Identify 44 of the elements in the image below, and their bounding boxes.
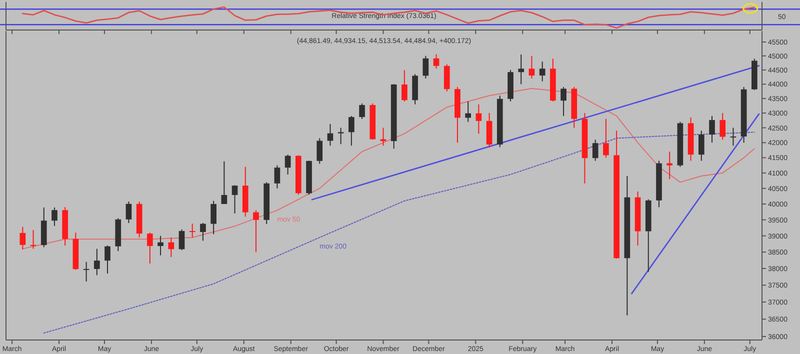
candlestick — [94, 248, 100, 276]
candlestick — [560, 86, 566, 116]
candlestick — [720, 112, 726, 140]
candlestick — [200, 222, 206, 242]
candlestick — [104, 245, 110, 274]
candlestick — [539, 61, 546, 82]
candlestick — [210, 200, 216, 235]
candlestick — [30, 230, 36, 250]
candlestick — [284, 154, 291, 175]
candlestick — [518, 54, 524, 85]
candlestick — [316, 138, 323, 164]
candlestick — [402, 70, 408, 102]
candlestick — [52, 206, 58, 226]
candlestick — [168, 236, 174, 258]
candlestick — [147, 232, 153, 264]
line-series — [22, 88, 755, 250]
candlestick — [603, 118, 609, 158]
candlestick — [709, 116, 715, 144]
candlestick — [465, 100, 471, 122]
candlestick — [486, 112, 492, 148]
candlestick — [730, 127, 736, 146]
line-series — [43, 132, 755, 334]
candlestick — [338, 127, 344, 145]
candlestick — [221, 160, 228, 205]
candlestick — [20, 226, 26, 250]
candlestick — [274, 164, 280, 189]
candlestick — [126, 201, 132, 224]
candlestick — [178, 228, 185, 251]
candlestick — [348, 116, 354, 146]
candlestick — [666, 151, 672, 180]
candlestick — [476, 104, 482, 134]
candlestick — [359, 102, 365, 120]
candlestick — [189, 223, 196, 238]
candlestick — [433, 54, 440, 70]
candlestick — [528, 55, 535, 79]
candlestick — [158, 235, 164, 256]
candlestick — [83, 261, 90, 282]
candlestick — [592, 139, 598, 162]
candlestick — [232, 184, 238, 214]
candlestick — [327, 123, 334, 146]
candlestick — [253, 210, 259, 253]
candlestick — [698, 130, 704, 162]
candlestick — [444, 64, 450, 92]
candlestick — [422, 55, 429, 79]
